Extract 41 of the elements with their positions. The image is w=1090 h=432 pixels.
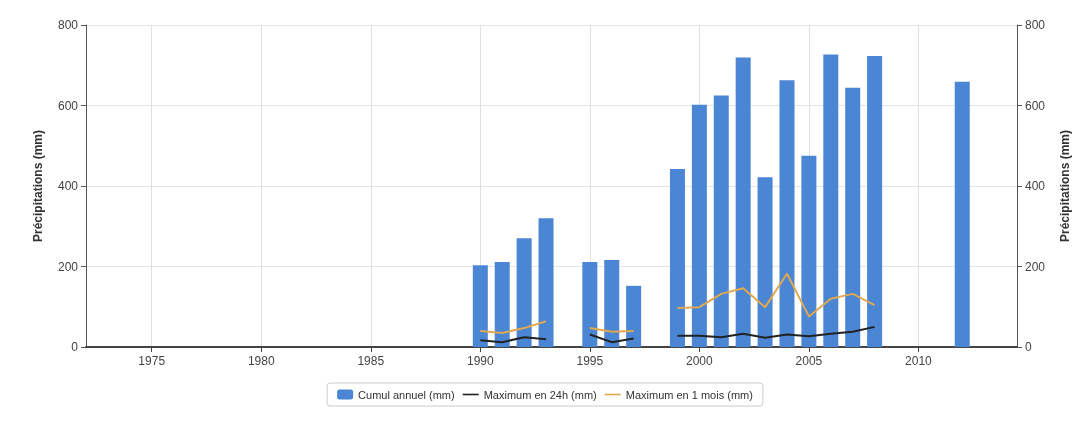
bar: [845, 87, 861, 347]
bar: [823, 54, 839, 347]
y-tick-label: 800: [57, 18, 79, 32]
bar: [691, 104, 707, 347]
y-tick-label: 0: [71, 340, 79, 354]
y-axis-title: Précipitations (mm): [31, 129, 45, 243]
y-tick-label: 600: [57, 98, 79, 113]
bar: [713, 95, 729, 347]
bar: [538, 218, 554, 347]
y2-tick-label: 800: [1025, 18, 1046, 32]
y2-tick-label: 0: [1025, 340, 1032, 354]
y-tick-label: 400: [57, 179, 79, 193]
bar: [779, 80, 795, 347]
y2-tick-label: 200: [1025, 259, 1046, 274]
x-tick-label: 1975: [138, 354, 166, 368]
y-tick-label: 200: [57, 259, 79, 274]
bar: [867, 55, 883, 347]
x-tick-label: 2010: [905, 354, 933, 368]
legend-label: Maximum en 1 mois (mm): [625, 388, 753, 401]
legend-label: Maximum en 24h (mm): [483, 388, 597, 401]
x-tick-label: 1985: [357, 354, 385, 368]
bar: [604, 260, 620, 347]
y2-tick-label: 600: [1025, 98, 1046, 113]
bar: [669, 169, 685, 347]
x-tick-label: 1995: [576, 354, 604, 368]
x-tick-label: 1990: [466, 354, 494, 368]
bar: [757, 177, 773, 347]
bar: [472, 265, 488, 347]
legend-label: Cumul annuel (mm): [358, 388, 455, 401]
x-tick-label: 2000: [686, 354, 714, 368]
bar: [516, 238, 532, 347]
x-tick-label: 1980: [247, 354, 275, 368]
bar: [494, 262, 510, 347]
x-tick-label: 2005: [795, 354, 823, 368]
bar: [954, 81, 970, 347]
y2-tick-label: 400: [1025, 179, 1046, 193]
y2-axis-title: Précipitations (mm): [1058, 129, 1072, 243]
bar: [801, 155, 817, 347]
bar: [735, 57, 751, 347]
bar: [626, 285, 642, 347]
bar: [582, 262, 598, 347]
